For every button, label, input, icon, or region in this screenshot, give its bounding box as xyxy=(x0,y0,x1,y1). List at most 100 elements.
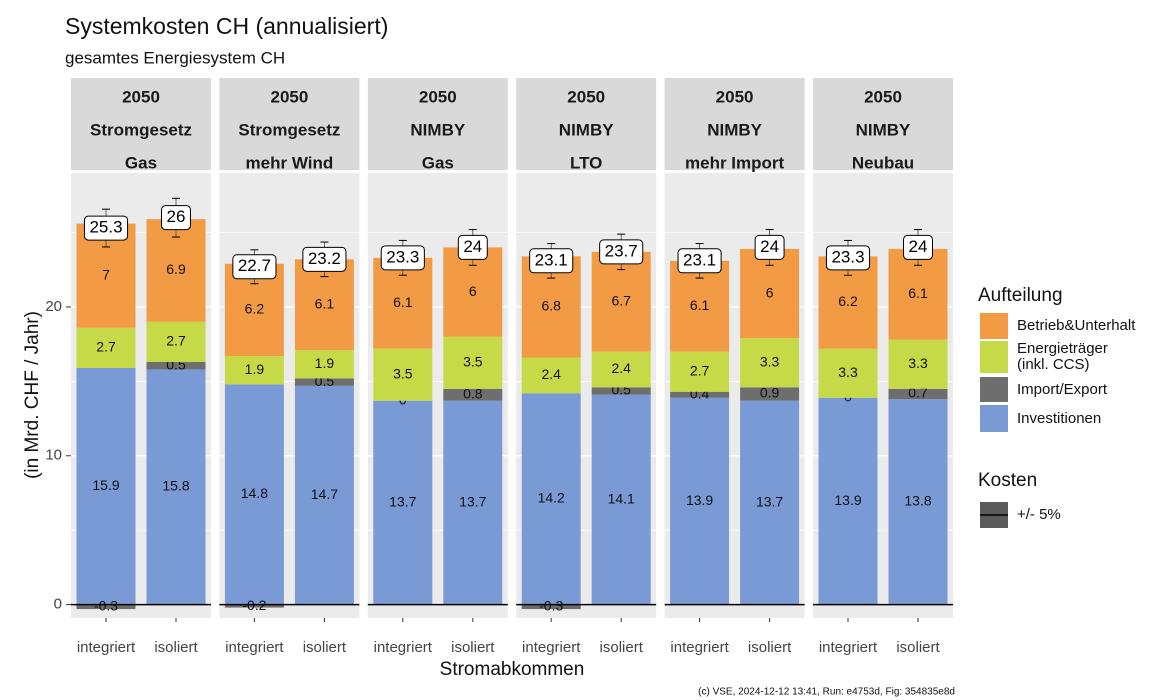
y-tick-label: 10 xyxy=(45,447,62,464)
data-label: 6.2 xyxy=(245,301,265,317)
bar-segment xyxy=(670,397,730,605)
data-label: 6 xyxy=(766,284,774,300)
bar-segment xyxy=(591,394,651,605)
bar-segment xyxy=(521,393,581,605)
legend-label: Energieträger (inkl. CCS) xyxy=(1017,340,1108,373)
x-tick-label: integriert xyxy=(819,639,878,656)
data-label: 6.7 xyxy=(611,292,631,308)
data-label: 3.3 xyxy=(760,353,780,369)
data-label: 13.8 xyxy=(904,493,931,509)
total-label-box xyxy=(302,246,347,272)
data-label: 13.7 xyxy=(756,493,783,509)
facet-label: mehr Wind xyxy=(246,153,334,172)
data-label: 1.9 xyxy=(245,361,265,377)
bar-segment xyxy=(740,387,800,401)
x-tick-label: integriert xyxy=(225,639,284,656)
facet-strip xyxy=(516,78,657,170)
bar-segment xyxy=(740,338,800,388)
legend-label: Import/Export xyxy=(1017,380,1108,398)
bar-segment xyxy=(146,369,206,605)
data-label: 1.9 xyxy=(315,355,335,371)
data-label: 0.9 xyxy=(760,385,780,401)
error-legend-title: Kosten xyxy=(978,470,1037,491)
total-label-box xyxy=(161,205,191,231)
x-tick-label: isoliert xyxy=(303,639,347,656)
bar-segment xyxy=(294,350,354,379)
bar-segment xyxy=(888,339,948,389)
error-legend-label: +/- 5% xyxy=(1017,506,1061,523)
data-label: 0.8 xyxy=(463,385,483,401)
facet-strip xyxy=(71,78,211,170)
total-label-box xyxy=(529,248,574,274)
data-label: 6.1 xyxy=(908,285,928,301)
data-label: 6.1 xyxy=(393,294,413,310)
data-label: 3.5 xyxy=(393,365,413,381)
data-label: 6 xyxy=(469,283,477,299)
data-label: -0.3 xyxy=(94,598,118,614)
facet-label: Stromgesetz xyxy=(90,120,192,139)
total-label-box xyxy=(380,245,425,271)
bar-segment xyxy=(888,399,948,605)
x-tick-label: integriert xyxy=(670,639,729,656)
bar-segment xyxy=(443,400,503,605)
data-label: 3.3 xyxy=(908,355,928,371)
data-label: 6.1 xyxy=(315,295,335,311)
facet-label: 2050 xyxy=(270,87,308,106)
bar-segment xyxy=(670,391,730,398)
bar-segment xyxy=(224,604,284,608)
y-tick-label: 0 xyxy=(54,596,62,613)
facet-strip xyxy=(664,78,805,170)
x-tick-label: isoliert xyxy=(600,639,644,656)
legend-label: Betrieb&Unterhalt xyxy=(1017,317,1136,334)
bar-segment xyxy=(146,321,206,363)
bar-segment xyxy=(443,388,503,401)
facet-label: 2050 xyxy=(567,87,605,106)
total-label: 26 xyxy=(167,207,186,226)
total-label: 22.7 xyxy=(238,256,271,275)
bar-segment xyxy=(740,400,800,605)
x-tick-label: isoliert xyxy=(451,639,495,656)
facet-label: NIMBY xyxy=(559,120,614,139)
data-label: 2.7 xyxy=(96,339,116,355)
legend-key xyxy=(980,313,1008,339)
bar-segment xyxy=(76,327,136,368)
bar-segment xyxy=(224,384,284,605)
x-tick-label: isoliert xyxy=(748,639,792,656)
data-label: 14.7 xyxy=(311,486,338,502)
bar-segment xyxy=(888,388,948,400)
data-label: 2.4 xyxy=(541,366,561,382)
facet-label: Stromgesetz xyxy=(238,120,340,139)
total-label: 24 xyxy=(760,237,779,256)
bar-segment xyxy=(224,356,284,385)
data-label: 7 xyxy=(102,266,110,282)
data-label: 13.7 xyxy=(389,493,416,509)
total-label-box xyxy=(457,234,488,260)
data-label: 6.2 xyxy=(838,293,858,309)
data-label: 14.2 xyxy=(538,490,565,506)
total-label: 24 xyxy=(909,237,928,256)
data-label: 3.3 xyxy=(838,364,858,380)
facet-label: NIMBY xyxy=(707,120,762,139)
y-axis-label: (in Mrd. CHF / Jahr) xyxy=(22,311,43,479)
total-label-box xyxy=(677,248,722,274)
data-label: 2.7 xyxy=(690,362,710,378)
total-label: 23.3 xyxy=(831,247,864,266)
total-label: 23.7 xyxy=(605,241,638,260)
facet-strip xyxy=(367,78,508,170)
x-tick-label: integriert xyxy=(522,639,581,656)
total-label: 23.2 xyxy=(308,249,341,268)
facet-label: 2050 xyxy=(122,87,160,106)
x-tick-label: isoliert xyxy=(896,639,940,656)
facet-label: NIMBY xyxy=(410,120,465,139)
facet-label: Gas xyxy=(422,153,454,172)
legend-key xyxy=(980,341,1008,373)
total-label: 24 xyxy=(463,237,482,256)
total-label: 25.3 xyxy=(89,218,122,237)
caption: (c) VSE, 2024-12-12 13:41, Run: e4753d, … xyxy=(698,687,955,698)
facet-label: LTO xyxy=(570,153,602,172)
legend-key xyxy=(980,377,1008,402)
bar-segment xyxy=(521,604,581,610)
facet-label: 2050 xyxy=(716,87,754,106)
total-label: 23.1 xyxy=(683,250,716,269)
